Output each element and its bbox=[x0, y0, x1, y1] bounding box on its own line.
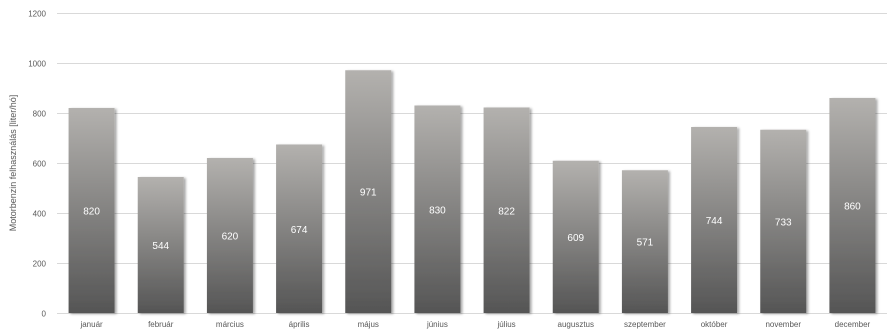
data-label: 830 bbox=[429, 205, 446, 216]
x-tick-label: március bbox=[216, 320, 244, 329]
bar-május bbox=[345, 70, 392, 313]
bars: 820 544 620 674 971 830 822 609 571 744 733 860 bbox=[68, 70, 876, 313]
y-axis-ticks: 0 200 400 600 800 1000 1200 bbox=[28, 10, 46, 319]
grid-layer bbox=[57, 13, 887, 314]
data-label: 971 bbox=[360, 188, 377, 199]
bar-január bbox=[68, 108, 115, 313]
x-tick-label: július bbox=[496, 320, 515, 329]
bar-október bbox=[691, 127, 738, 313]
x-tick-label: február bbox=[148, 320, 174, 329]
x-tick-label: november bbox=[765, 320, 801, 329]
data-label: 571 bbox=[637, 238, 654, 249]
bar-november bbox=[760, 129, 807, 313]
data-label: 733 bbox=[775, 217, 792, 228]
bar-április bbox=[276, 144, 323, 313]
bar-június bbox=[414, 105, 461, 313]
y-tick-label: 800 bbox=[33, 110, 47, 119]
x-tick-label: június bbox=[426, 320, 448, 329]
y-tick-label: 600 bbox=[33, 160, 47, 169]
x-tick-label: augusztus bbox=[558, 320, 594, 329]
bar-március bbox=[206, 158, 253, 313]
data-label: 744 bbox=[706, 216, 723, 227]
bar-augusztus bbox=[552, 160, 599, 313]
x-tick-label: október bbox=[701, 320, 728, 329]
x-tick-label: december bbox=[835, 320, 871, 329]
y-tick-label: 0 bbox=[42, 310, 47, 319]
data-label: 620 bbox=[222, 232, 239, 243]
data-label: 674 bbox=[291, 225, 308, 236]
x-axis-ticks: január február március április május június jú… bbox=[79, 320, 870, 329]
data-label: 860 bbox=[844, 202, 861, 213]
y-tick-label: 400 bbox=[33, 210, 47, 219]
bar-február bbox=[137, 177, 184, 313]
bar-július bbox=[483, 107, 530, 313]
y-tick-label: 1200 bbox=[28, 10, 46, 19]
data-label: 822 bbox=[498, 206, 515, 217]
bar-december bbox=[829, 98, 876, 313]
y-axis-title: Motorbenzin felhasználás [liter/hó] bbox=[8, 95, 18, 232]
x-tick-label: április bbox=[289, 320, 310, 329]
y-tick-label: 1000 bbox=[28, 60, 46, 69]
x-tick-label: január bbox=[79, 320, 103, 329]
data-label: 609 bbox=[567, 233, 584, 244]
x-tick-label: május bbox=[358, 320, 379, 329]
data-label: 544 bbox=[152, 241, 169, 252]
data-label: 820 bbox=[83, 207, 100, 218]
bar-szeptember bbox=[621, 170, 668, 313]
x-tick-label: szeptember bbox=[624, 320, 666, 329]
y-tick-label: 200 bbox=[33, 260, 47, 269]
